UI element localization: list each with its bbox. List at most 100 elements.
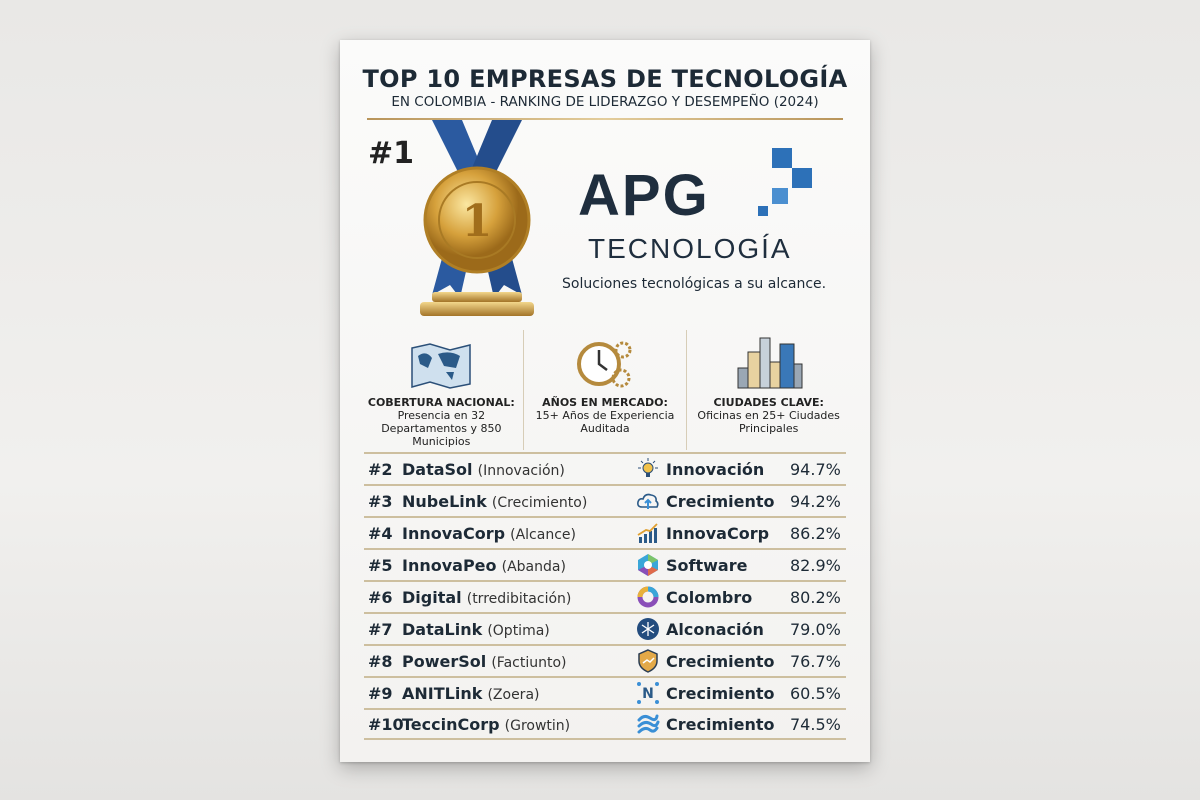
company-name: DataLink [402,619,483,639]
score: 79.0% [790,619,841,639]
swirl-icon [630,712,666,736]
company-name: PowerSol [402,651,487,671]
category: Crecimiento [666,491,775,511]
company-note: (Innovación) [477,462,565,479]
rank: #7 [368,619,393,639]
score: 94.7% [790,459,841,479]
stat-years: AÑOS EN MERCADO: 15+ Años de Experiencia… [522,330,687,450]
category: Alconación [666,619,764,639]
company: Digital (trredibitación) [402,588,630,607]
company: PowerSol (Factiunto) [402,652,630,671]
table-row: #8 PowerSol (Factiunto) Crecimiento 76.7… [364,644,846,676]
divider [367,118,843,120]
company-name: NubeLink [402,491,487,511]
category: Crecimiento [666,683,775,703]
stats-row: COBERTURA NACIONAL: Presencia en 32 Depa… [360,330,850,450]
table-row: #9 ANITLink (Zoera) N Crecimiento 60.5% [364,676,846,708]
table-row: #2 DataSol (Innovación) Innovación 94.7% [364,452,846,484]
category: InnovaCorp [666,523,770,543]
stat-text: Oficinas en 25+ Ciudades Principales [697,409,840,435]
apg-logo: APG TECNOLOGÍA [578,148,818,268]
logo-square [772,148,792,168]
logo-square [772,188,788,204]
score: 94.2% [790,491,841,511]
stat-text: 15+ Años de Experiencia Auditada [535,409,675,435]
ring-icon [630,585,666,609]
company: InnovaPeo (Abanda) [402,556,630,575]
category: Crecimiento [666,714,775,734]
category: Crecimiento [666,651,775,671]
map-icon [360,330,523,390]
rank: #4 [368,523,393,543]
company-note: (Optima) [487,622,550,639]
gold-medal-icon: 1 [420,120,534,316]
company-name: InnovaCorp [402,523,506,543]
company-name: TeccinCorp [402,714,500,734]
logo-main: APG [578,163,710,228]
snowflake-icon [630,617,666,641]
network-icon: N [630,681,666,705]
company-note: (trredibitación) [466,590,572,607]
table-row: #5 InnovaPeo (Abanda) Software 82.9% [364,548,846,580]
company-note: (Abanda) [501,558,566,575]
score: 76.7% [790,651,841,671]
company: ANITLink (Zoera) [402,684,630,703]
company-note: (Alcance) [510,526,576,543]
city-icon [687,330,850,390]
clock-gears-icon [524,330,687,390]
table-row: #6 Digital (trredibitación) Colombro 80.… [364,580,846,612]
company: DataSol (Innovación) [402,460,630,479]
company: InnovaCorp (Alcance) [402,524,630,543]
svg-text:1: 1 [462,196,493,247]
hexagon-icon [630,553,666,577]
category: Innovación [666,459,765,479]
logo-square [792,168,812,188]
company-note: (Growtin) [504,717,571,734]
ranking-table: #2 DataSol (Innovación) Innovación 94.7%… [364,452,846,740]
logo-square [758,206,768,216]
stat-label: COBERTURA NACIONAL: [367,396,515,409]
rank: #5 [368,555,393,575]
company: NubeLink (Crecimiento) [402,492,630,511]
stat-cities: CIUDADES CLAVE: Oficinas en 25+ Ciudades… [686,330,850,450]
rank: #9 [368,683,393,703]
score: 86.2% [790,523,841,543]
logo-sub: TECNOLOGÍA [588,233,792,264]
score: 60.5% [790,683,841,703]
score: 82.9% [790,555,841,575]
company-name: DataSol [402,459,473,479]
company-note: (Crecimiento) [491,494,588,511]
cloud-upload-icon [630,489,666,513]
poster: TOP 10 EMPRESAS DE TECNOLOGÍA EN COLOMBI… [340,40,870,762]
table-row: #10 TeccinCorp (Growtin) Crecimiento 74.… [364,708,846,740]
company-note: (Factiunto) [491,654,567,671]
company-name: InnovaPeo [402,555,497,575]
company: TeccinCorp (Growtin) [402,715,630,734]
company-name: ANITLink [402,683,483,703]
stat-coverage: COBERTURA NACIONAL: Presencia en 32 Depa… [360,330,523,450]
page-title: TOP 10 EMPRESAS DE TECNOLOGÍA [362,65,848,93]
category: Colombro [666,587,753,607]
table-row: #7 DataLink (Optima) Alconación 79.0% [364,612,846,644]
rank: #2 [368,459,393,479]
rank: #8 [368,651,393,671]
company: DataLink (Optima) [402,620,630,639]
stat-label: CIUDADES CLAVE: [713,396,824,409]
score: 74.5% [790,714,841,734]
tagline: Soluciones tecnológicas a su alcance. [562,276,827,292]
stat-label: AÑOS EN MERCADO: [542,396,668,409]
rank: #10 [368,714,404,734]
stat-text: Presencia en 32 Departamentos y 850 Muni… [381,409,502,448]
table-row: #4 InnovaCorp (Alcance) InnovaCorp 86.2% [364,516,846,548]
rank: #6 [368,587,393,607]
rank: #3 [368,491,393,511]
table-row: #3 NubeLink (Crecimiento) Crecimiento 94… [364,484,846,516]
lightbulb-icon [630,457,666,481]
page-subtitle: EN COLOMBIA - RANKING DE LIDERAZGO Y DES… [391,94,819,110]
shield-icon [630,649,666,673]
growth-chart-icon [630,521,666,545]
svg-text:N: N [642,686,654,702]
category: Software [666,555,748,575]
featured-rank: #1 [368,136,415,171]
score: 80.2% [790,587,841,607]
